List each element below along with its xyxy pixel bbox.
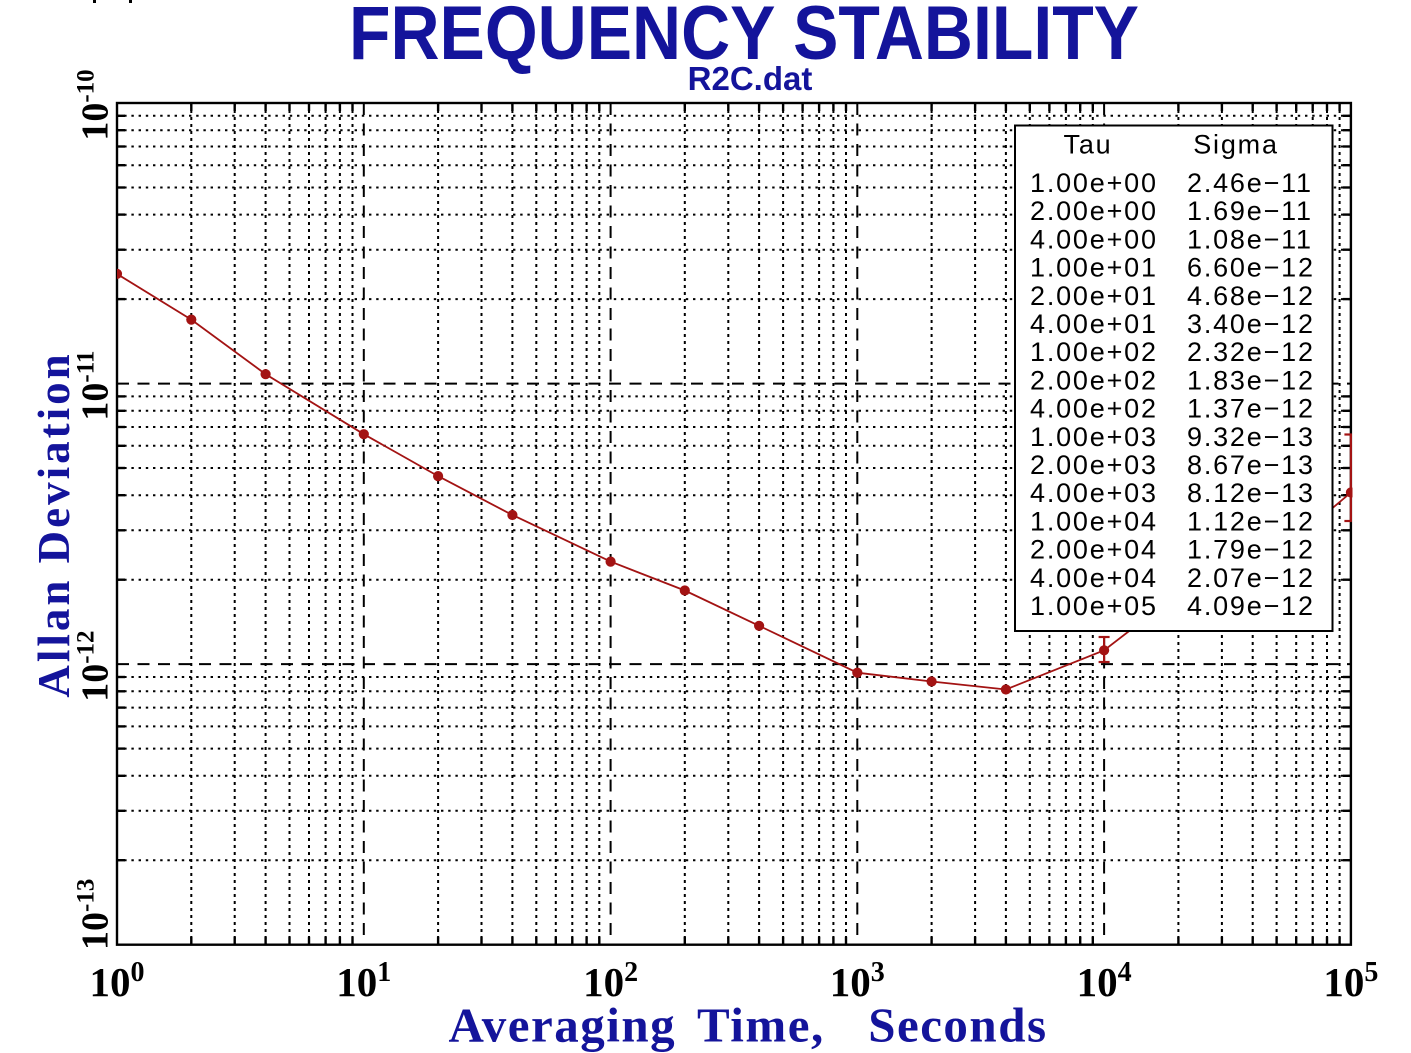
svg-text:1.00e+01: 1.00e+01 xyxy=(1030,253,1158,283)
svg-text:4.00e+01: 4.00e+01 xyxy=(1030,309,1158,339)
svg-text:1.79e−12: 1.79e−12 xyxy=(1187,535,1315,565)
svg-text:4.09e−12: 4.09e−12 xyxy=(1187,591,1315,621)
svg-text:6.60e−12: 6.60e−12 xyxy=(1187,253,1315,283)
svg-text:Tau: Tau xyxy=(1064,130,1113,160)
svg-text:1.00e+00: 1.00e+00 xyxy=(1030,168,1158,198)
svg-text:2.46e−11: 2.46e−11 xyxy=(1187,168,1313,198)
svg-text:10-13: 10-13 xyxy=(73,879,117,950)
svg-text:1.00e+04: 1.00e+04 xyxy=(1030,506,1158,536)
svg-text:1.37e−12: 1.37e−12 xyxy=(1187,394,1315,424)
svg-text:9.32e−13: 9.32e−13 xyxy=(1187,422,1315,452)
svg-text:3.40e−12: 3.40e−12 xyxy=(1187,309,1315,339)
svg-text:Sigma: Sigma xyxy=(1193,130,1279,160)
svg-text:103: 103 xyxy=(830,957,885,1005)
svg-text:2.00e+00: 2.00e+00 xyxy=(1030,196,1158,226)
svg-text:4.00e+00: 4.00e+00 xyxy=(1030,224,1158,254)
svg-text:2.00e+02: 2.00e+02 xyxy=(1030,365,1158,395)
svg-text:1.12e−12: 1.12e−12 xyxy=(1187,506,1315,536)
svg-text:2.00e+03: 2.00e+03 xyxy=(1030,450,1158,480)
svg-text:2.07e−12: 2.07e−12 xyxy=(1187,563,1315,593)
svg-text:1.00e+05: 1.00e+05 xyxy=(1030,591,1158,621)
svg-text:FREQUENCY STABILITY: FREQUENCY STABILITY xyxy=(349,0,1139,76)
svg-text:1.00e+02: 1.00e+02 xyxy=(1030,337,1158,367)
svg-text:1.83e−12: 1.83e−12 xyxy=(1187,365,1315,395)
svg-text:2.32e−12: 2.32e−12 xyxy=(1187,337,1315,367)
svg-text:8.67e−13: 8.67e−13 xyxy=(1187,450,1315,480)
svg-text:4.00e+03: 4.00e+03 xyxy=(1030,478,1158,508)
svg-text:4.68e−12: 4.68e−12 xyxy=(1187,281,1315,311)
svg-text:4.00e+04: 4.00e+04 xyxy=(1030,563,1158,593)
svg-text:R2C.dat: R2C.dat xyxy=(688,60,813,97)
svg-text:2.00e+04: 2.00e+04 xyxy=(1030,535,1158,565)
svg-text:4.00e+02: 4.00e+02 xyxy=(1030,394,1158,424)
svg-text:8.12e−13: 8.12e−13 xyxy=(1187,478,1315,508)
svg-text:1.08e−11: 1.08e−11 xyxy=(1187,224,1313,254)
svg-text:Allan Deviation: Allan Deviation xyxy=(29,351,79,697)
svg-text:1.69e−11: 1.69e−11 xyxy=(1187,196,1313,226)
svg-text:1.00e+03: 1.00e+03 xyxy=(1030,422,1158,452)
svg-text:Averaging Time, Seconds: Averaging Time, Seconds xyxy=(448,998,1047,1053)
svg-text:2.00e+01: 2.00e+01 xyxy=(1030,281,1158,311)
